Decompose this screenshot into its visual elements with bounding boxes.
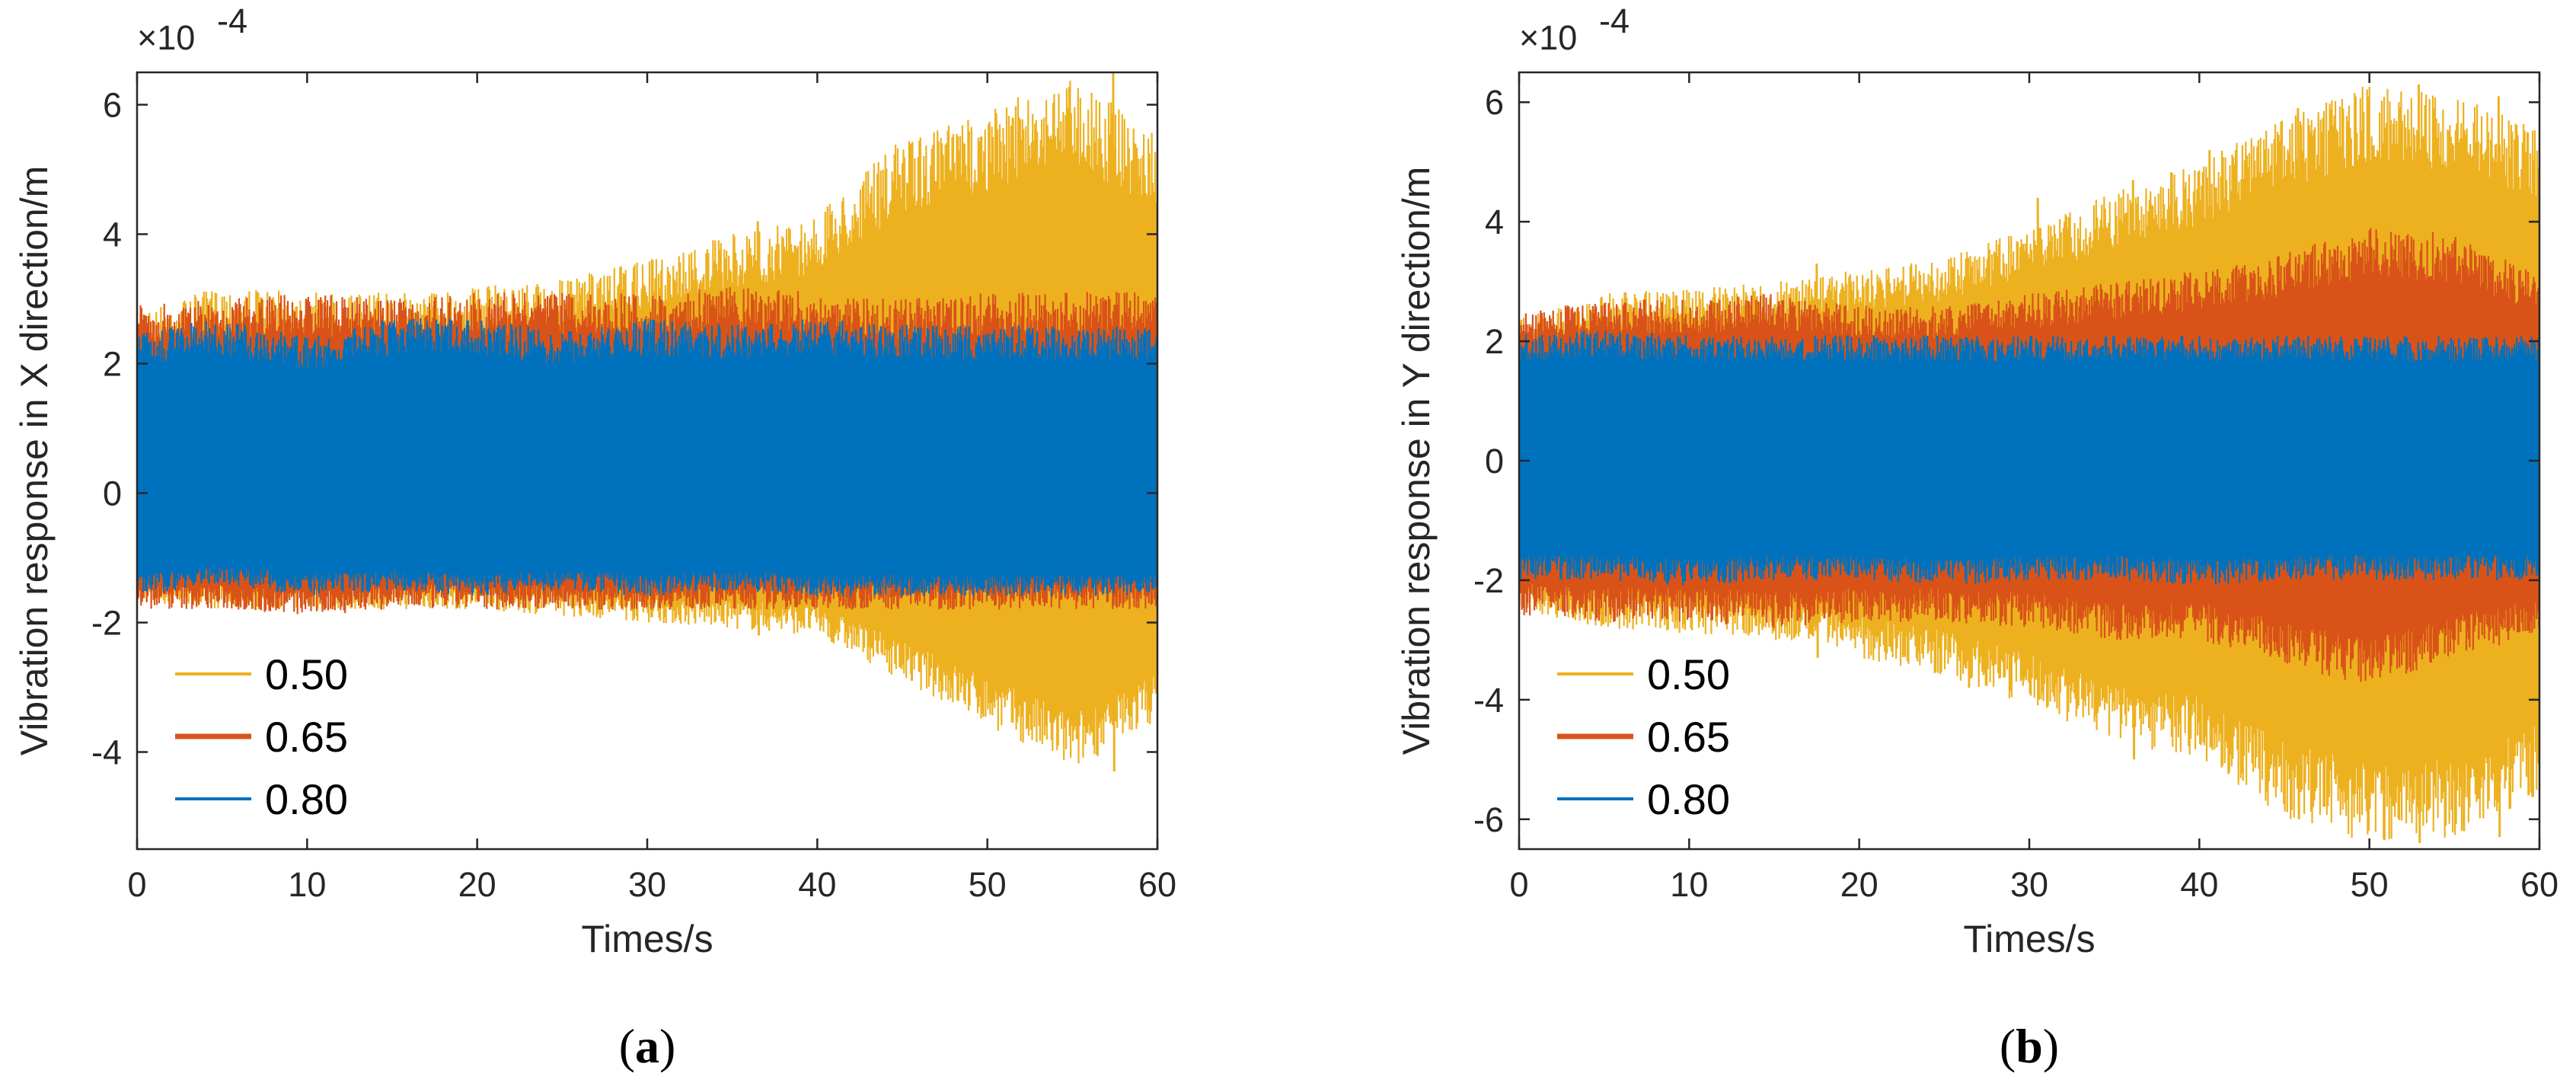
panel-label-open: ( bbox=[619, 1019, 635, 1073]
panel-label: (b) bbox=[2000, 1019, 2059, 1073]
y-tick-label: 6 bbox=[103, 86, 122, 125]
y-tick-label: 4 bbox=[1485, 203, 1504, 241]
y-exponent-power: -4 bbox=[217, 2, 247, 40]
panel-label-close: ) bbox=[659, 1019, 675, 1073]
chart-panel-a: 0 10 20 30 40 50 60 -4 -2 0 2 4 6 ×10 -4 Times/s Vibrati… bbox=[13, 2, 1176, 1073]
x-tick-label: 0 bbox=[127, 865, 146, 904]
y-tick-label: -2 bbox=[91, 604, 122, 643]
x-axis-label: Times/s bbox=[1963, 918, 2095, 960]
series-line-0.80 bbox=[1519, 331, 2539, 586]
panel-label-close: ) bbox=[2043, 1019, 2059, 1073]
y-exponent-label: ×10 bbox=[137, 18, 195, 57]
x-tick-label: 0 bbox=[1509, 865, 1528, 904]
y-tick-label: -2 bbox=[1473, 561, 1504, 600]
y-tick-label: 4 bbox=[103, 216, 122, 254]
x-axis-label: Times/s bbox=[581, 918, 713, 960]
plot-series-group bbox=[137, 72, 1157, 772]
legend-label-0.50: 0.50 bbox=[1647, 650, 1730, 698]
chart-panel-b: 0 10 20 30 40 50 60 -6 -4 -2 0 2 4 6 ×10 -4 Times/s Vibra… bbox=[1395, 2, 2558, 1073]
panel-label-letter: b bbox=[2016, 1019, 2043, 1073]
y-tick-label: -4 bbox=[1473, 681, 1504, 720]
y-tick-label: 2 bbox=[1485, 322, 1504, 361]
plot-series-group bbox=[1519, 84, 2539, 844]
legend-label-0.80: 0.80 bbox=[1647, 775, 1730, 823]
legend-label-0.80: 0.80 bbox=[265, 775, 348, 823]
x-tick-label: 50 bbox=[969, 865, 1007, 904]
x-tick-label: 60 bbox=[1138, 865, 1176, 904]
x-tick-label: 10 bbox=[1670, 865, 1708, 904]
x-tick-label: 50 bbox=[2351, 865, 2389, 904]
y-tick-label: 6 bbox=[1485, 83, 1504, 122]
series-line-0.80 bbox=[137, 318, 1157, 597]
y-tick-label: -4 bbox=[91, 733, 122, 772]
x-tick-label: 60 bbox=[2520, 865, 2558, 904]
y-exponent-label: ×10 bbox=[1519, 18, 1577, 57]
x-tick-label: 40 bbox=[798, 865, 836, 904]
x-tick-label: 30 bbox=[628, 865, 666, 904]
y-axis-label: Vibration response in Y direction/m bbox=[1395, 167, 1438, 755]
y-exponent-power: -4 bbox=[1599, 2, 1630, 40]
legend-label-0.65: 0.65 bbox=[265, 713, 348, 761]
legend-label-0.50: 0.50 bbox=[265, 650, 348, 698]
y-tick-label: 0 bbox=[1485, 442, 1504, 481]
series-0.80 bbox=[1519, 331, 2539, 586]
legend-label-0.65: 0.65 bbox=[1647, 713, 1730, 761]
series-0.80 bbox=[137, 318, 1157, 597]
panel-label: (a) bbox=[619, 1019, 676, 1073]
y-tick-label: 0 bbox=[103, 474, 122, 513]
panel-label-letter: a bbox=[635, 1019, 659, 1073]
x-tick-label: 20 bbox=[458, 865, 496, 904]
panel-label-open: ( bbox=[2000, 1019, 2016, 1073]
x-tick-label: 10 bbox=[288, 865, 326, 904]
x-tick-label: 40 bbox=[2180, 865, 2218, 904]
x-tick-label: 30 bbox=[2010, 865, 2048, 904]
y-tick-label: -6 bbox=[1473, 800, 1504, 839]
y-tick-label: 2 bbox=[103, 345, 122, 384]
x-tick-label: 20 bbox=[1840, 865, 1879, 904]
y-axis-label: Vibration response in X direction/m bbox=[13, 166, 56, 756]
